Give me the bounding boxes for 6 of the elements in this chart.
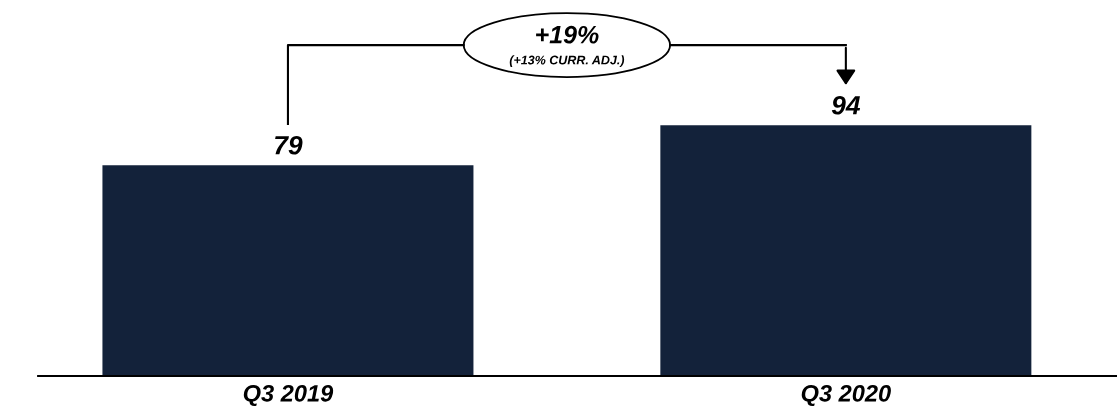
- x-tick-label: Q3 2019: [243, 384, 334, 407]
- data-label: 94: [831, 95, 861, 115]
- x-tick-label: Q3 2020: [801, 384, 891, 407]
- text: (+13% CURR. ADJ.): [509, 55, 625, 67]
- data-label: 79: [275, 135, 303, 155]
- text: +19%: [536, 25, 599, 44]
